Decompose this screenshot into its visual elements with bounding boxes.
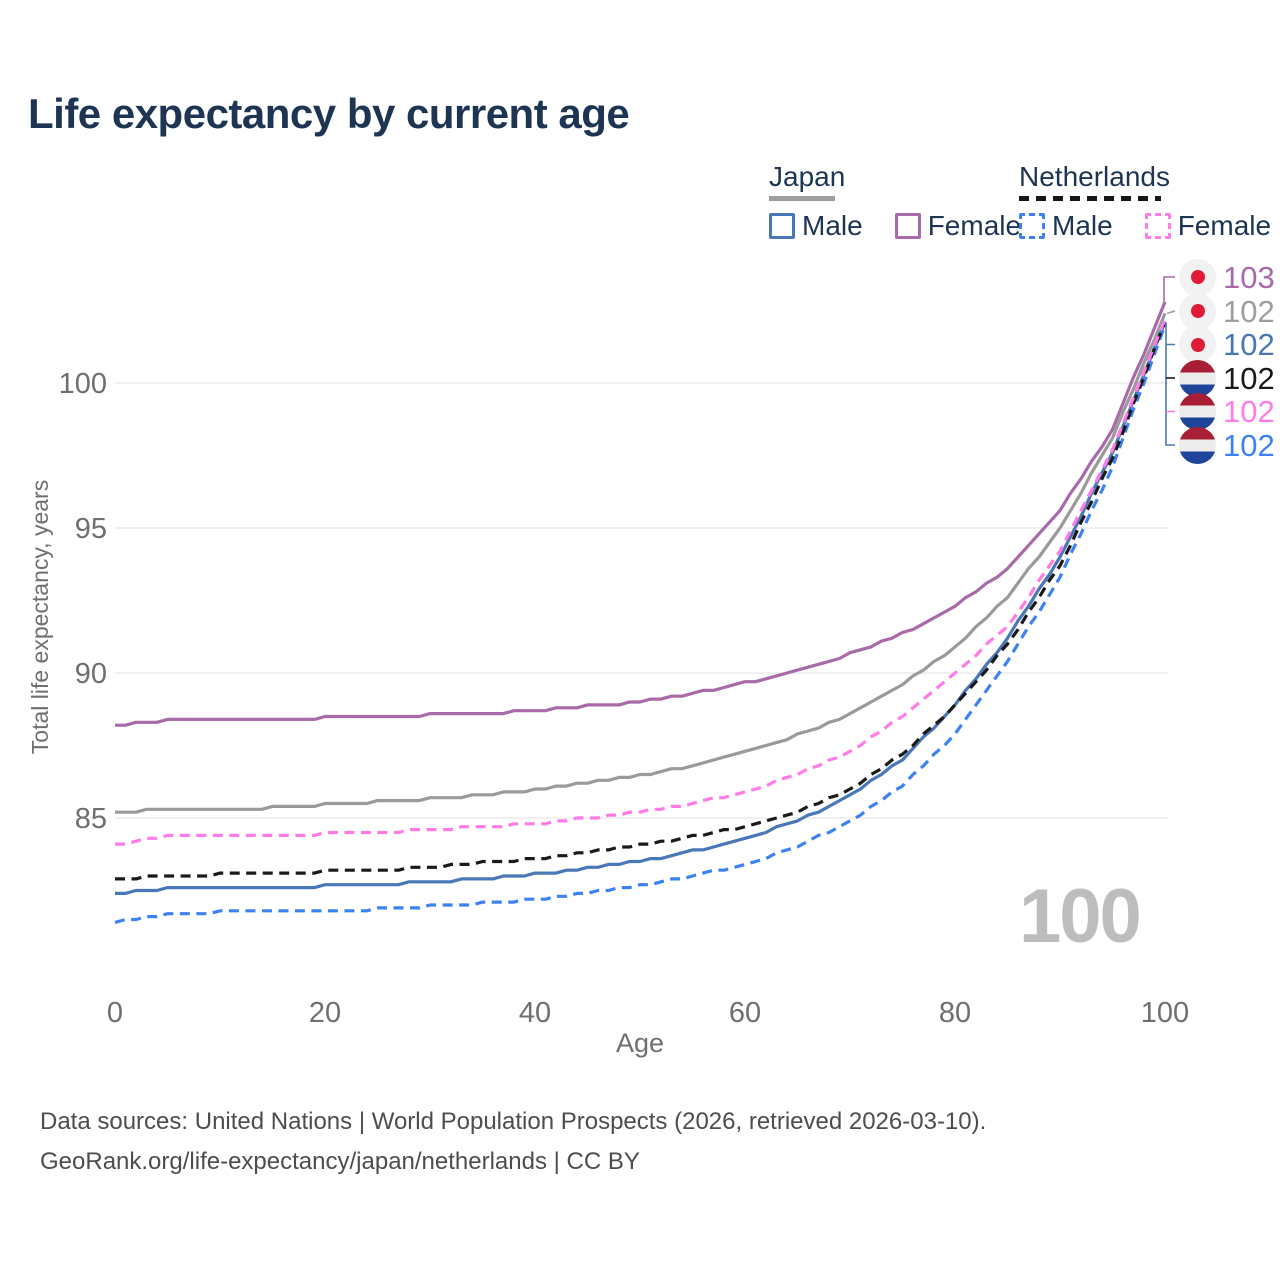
end-value-japan-female: 103 (1223, 259, 1275, 295)
end-value-netherlands-total: 102 (1223, 360, 1275, 396)
line-japan-male[interactable] (115, 321, 1167, 895)
end-value-japan-male: 102 (1223, 327, 1275, 362)
netherlands-flag-icon (1179, 393, 1216, 430)
legend-japan-male-label[interactable]: Male (802, 210, 863, 241)
line-netherlands-female[interactable] (115, 318, 1167, 846)
leader-japan-total (1166, 310, 1176, 315)
end-value-netherlands-female: 102 (1223, 394, 1275, 429)
end-label-netherlands-female: 102 (1179, 393, 1275, 430)
x-tick-20: 20 (309, 997, 341, 1029)
legend-netherlands-line-swatch (1019, 196, 1161, 201)
leader-japan-male-netherlands-male (1165, 322, 1175, 446)
x-tick-100: 100 (1141, 997, 1189, 1029)
line-japan-female[interactable] (115, 301, 1167, 727)
y-tick-85: 85 (75, 803, 107, 835)
legend-japan-female-label[interactable]: Female (927, 210, 1022, 241)
end-label-japan-total: 102 (1179, 292, 1275, 330)
y-tick-95: 95 (75, 513, 107, 545)
legend-netherlands-female-swatch[interactable] (1144, 213, 1171, 239)
legend-group-japan: Japan Male Female (769, 161, 1027, 242)
end-value-netherlands-male: 102 (1223, 427, 1275, 463)
line-netherlands-male[interactable] (114, 324, 1167, 924)
japan-flag-icon (1179, 326, 1216, 363)
legend-netherlands-male-label[interactable]: Male (1052, 210, 1113, 241)
x-tick-0: 0 (107, 997, 123, 1029)
netherlands-flag-icon (1179, 426, 1216, 464)
netherlands-flag-icon (1179, 359, 1216, 397)
end-value-japan-total: 102 (1223, 293, 1275, 329)
leader-japan-female (1163, 276, 1175, 302)
legend-japan-male-swatch[interactable] (769, 213, 795, 239)
legend-netherlands-male-swatch[interactable] (1019, 213, 1045, 239)
line-netherlands-total[interactable] (115, 321, 1167, 881)
page-title: Life expectancy by current age (28, 90, 630, 137)
legend-netherlands-female-label[interactable]: Female (1177, 210, 1272, 241)
footer-data-sources: Data sources: United Nations | World Pop… (40, 1108, 987, 1135)
y-axis-title: Total life expectancy, years (27, 480, 53, 754)
legend-netherlands-title: Netherlands (1019, 161, 1170, 192)
end-label-netherlands-male: 102 (1179, 426, 1275, 464)
japan-flag-icon (1179, 258, 1216, 296)
legend-japan-title: Japan (769, 161, 846, 192)
legend-group-netherlands: Netherlands Male Female (1019, 161, 1277, 242)
line-japan-total[interactable] (115, 312, 1167, 814)
y-tick-90: 90 (75, 658, 107, 690)
x-tick-40: 40 (519, 997, 551, 1029)
footer-attribution[interactable]: GeoRank.org/life-expectancy/japan/nether… (40, 1148, 640, 1175)
y-tick-100: 100 (59, 368, 107, 400)
end-label-japan-female: 103 (1179, 258, 1275, 296)
x-axis-title: Age (616, 1028, 664, 1058)
x-tick-60: 60 (729, 997, 761, 1029)
legend-japan-line-swatch (769, 196, 835, 201)
japan-flag-icon (1179, 292, 1216, 330)
end-label-netherlands-total: 102 (1179, 359, 1275, 397)
x-tick-80: 80 (939, 997, 971, 1029)
legend-japan-female-swatch[interactable] (894, 213, 921, 239)
watermark-age-100: 100 (1019, 874, 1142, 959)
end-label-japan-male: 102 (1179, 326, 1275, 363)
